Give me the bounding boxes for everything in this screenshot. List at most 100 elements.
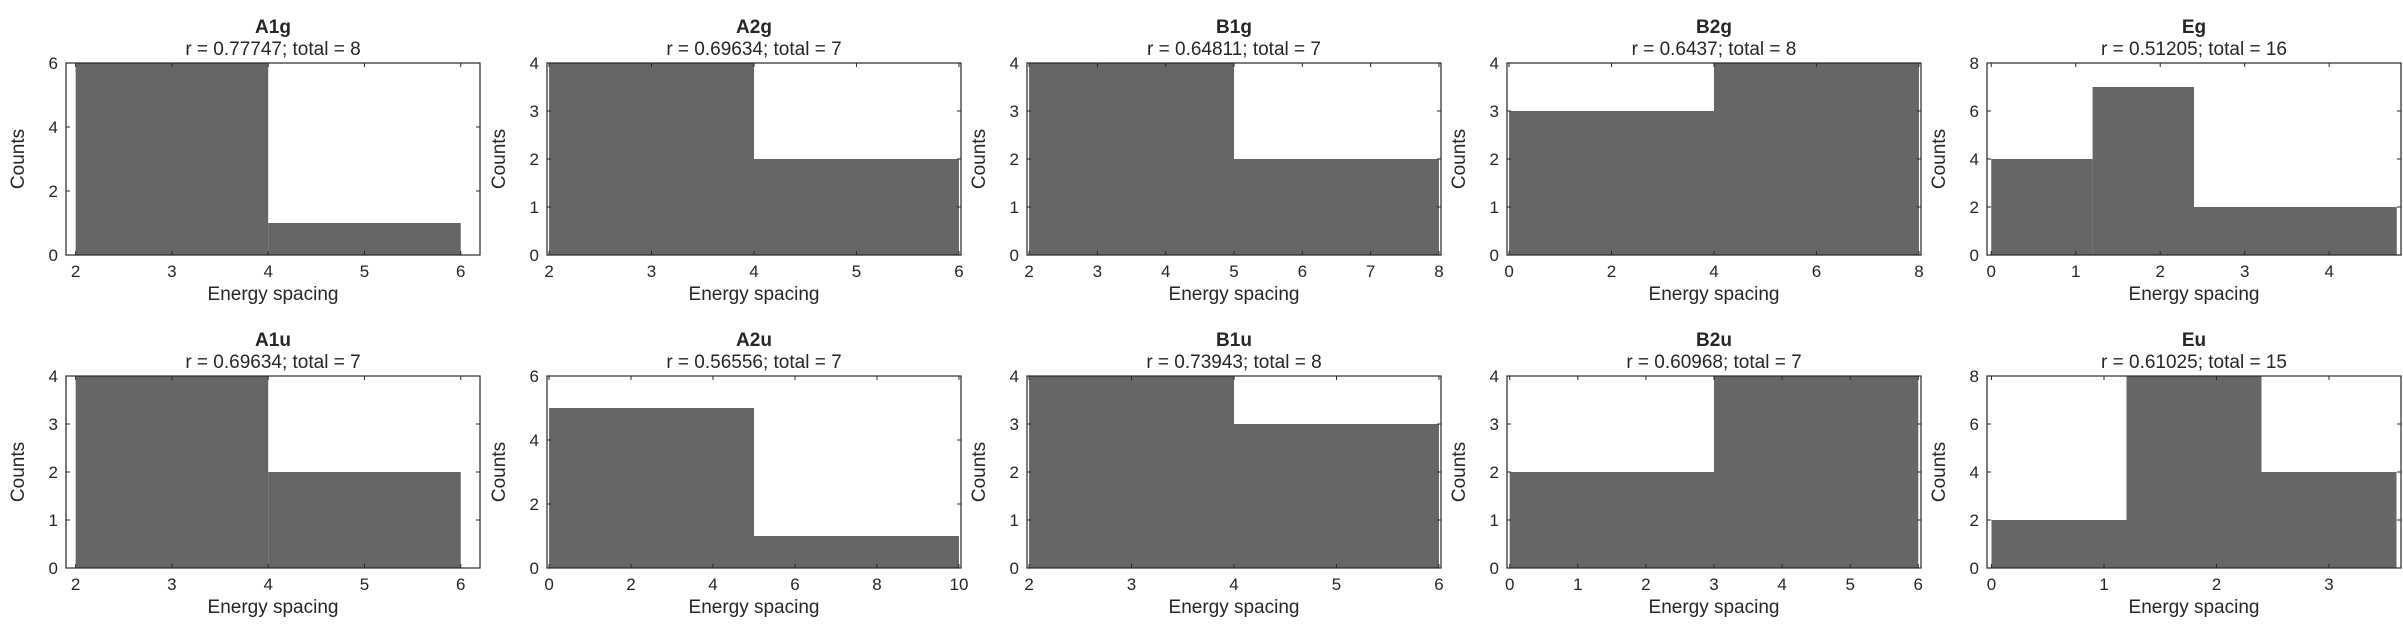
x-axis-label: Energy spacing [1169,597,1300,618]
y-tick-label: 6 [1970,415,1979,434]
x-axis-label: Energy spacing [1649,597,1780,618]
x-tick-label: 2 [544,262,553,281]
y-tick-label: 1 [1490,198,1499,217]
panel-title: B1g [1216,17,1252,38]
x-tick-label: 2 [626,575,635,594]
y-tick-label: 3 [1010,102,1019,121]
x-tick-label: 2 [71,262,80,281]
y-tick-label: 0 [1010,559,1019,578]
x-axis-label: Energy spacing [1169,284,1300,305]
histogram-panel-eu: 0 1 2 3 0 2 4 6 8 Eur = 0.61025; total = 15 Energy… [1929,330,2402,618]
y-tick-label: 3 [1010,415,1019,434]
y-tick-label: 2 [1010,150,1019,169]
histogram-bar-2 [1714,63,1919,255]
x-tick-label: 2 [71,575,80,594]
x-axis-label: Energy spacing [2129,284,2260,305]
panel-subtitle: r = 0.69634; total = 7 [666,39,841,60]
histogram-bar-1 [1029,63,1234,255]
y-tick-label: 4 [530,431,539,450]
x-tick-label: 3 [167,262,176,281]
y-axis-label: Counts [8,442,29,502]
x-tick-label: 3 [2240,262,2249,281]
histogram-bar-2 [1714,376,1919,568]
panel-subtitle: r = 0.69634; total = 7 [185,352,360,373]
x-tick-label: 3 [1127,575,1136,594]
histogram-bar-1 [549,63,754,255]
y-tick-label: 1 [1490,511,1499,530]
x-tick-label: 8 [1434,262,1443,281]
x-tick-label: 3 [647,262,656,281]
y-tick-label: 8 [1970,54,1979,73]
y-tick-label: 6 [530,367,539,386]
y-axis-label: Counts [969,129,990,189]
y-axis-label: Counts [1929,442,1950,502]
x-tick-label: 5 [1845,575,1854,594]
y-tick-label: 1 [530,198,539,217]
x-tick-label: 5 [852,262,861,281]
x-tick-label: 6 [456,262,465,281]
x-tick-label: 4 [749,262,758,281]
histogram-bar-2 [2092,87,2194,255]
histogram-bar-1 [1991,159,2093,255]
x-tick-label: 0 [1505,575,1514,594]
x-tick-label: 4 [708,575,717,594]
panel-subtitle: r = 0.61025; total = 15 [2101,352,2287,373]
panel-title: Eu [2182,330,2206,351]
y-tick-label: 0 [1010,246,1019,265]
x-tick-label: 6 [954,262,963,281]
histogram-bar-2 [754,536,959,568]
x-tick-label: 5 [360,575,369,594]
x-tick-label: 2 [1024,262,1033,281]
y-tick-label: 2 [49,463,58,482]
axes-box [65,62,481,256]
y-tick-label: 2 [530,150,539,169]
x-tick-label: 8 [1914,262,1923,281]
panel-subtitle: r = 0.6437; total = 8 [1632,39,1797,60]
y-tick-label: 2 [530,495,539,514]
x-tick-label: 0 [544,575,553,594]
x-tick-label: 0 [1987,575,1996,594]
x-tick-label: 5 [360,262,369,281]
y-tick-label: 0 [1490,559,1499,578]
y-tick-label: 4 [1490,54,1499,73]
x-tick-label: 1 [1573,575,1582,594]
x-tick-label: 3 [2324,575,2333,594]
y-tick-label: 0 [530,559,539,578]
y-tick-label: 3 [1490,102,1499,121]
x-tick-label: 6 [1298,262,1307,281]
panel-subtitle: r = 0.64811; total = 7 [1147,39,1321,60]
x-tick-label: 4 [1161,262,1170,281]
panel-title: Eg [2182,17,2206,38]
x-tick-label: 6 [790,575,799,594]
y-tick-label: 2 [1970,511,1979,530]
x-tick-label: 8 [872,575,881,594]
x-axis-label: Energy spacing [208,284,339,305]
panel-title: B2u [1696,330,1732,351]
histogram-bar-1 [1509,472,1714,568]
x-tick-label: 2 [1024,575,1033,594]
y-axis-label: Counts [489,129,510,189]
x-tick-label: 4 [2324,262,2333,281]
x-tick-label: 6 [1434,575,1443,594]
y-tick-label: 0 [49,559,58,578]
x-tick-label: 7 [1366,262,1375,281]
panel-subtitle: r = 0.60968; total = 7 [1626,352,1801,373]
axes-box [546,375,962,569]
panel-title: A1u [255,330,291,351]
y-tick-label: 2 [49,182,58,201]
panel-subtitle: r = 0.77747; total = 8 [185,39,360,60]
y-axis-label: Counts [489,442,510,502]
x-tick-label: 6 [1914,575,1923,594]
y-tick-label: 1 [1010,511,1019,530]
x-tick-label: 4 [1709,262,1718,281]
x-tick-label: 1 [2099,575,2108,594]
x-tick-label: 2 [1607,262,1616,281]
histogram-bar-2 [1234,424,1439,568]
y-tick-label: 4 [1970,150,1979,169]
histogram-bar-1 [75,63,269,255]
panel-subtitle: r = 0.51205; total = 16 [2101,39,2287,60]
